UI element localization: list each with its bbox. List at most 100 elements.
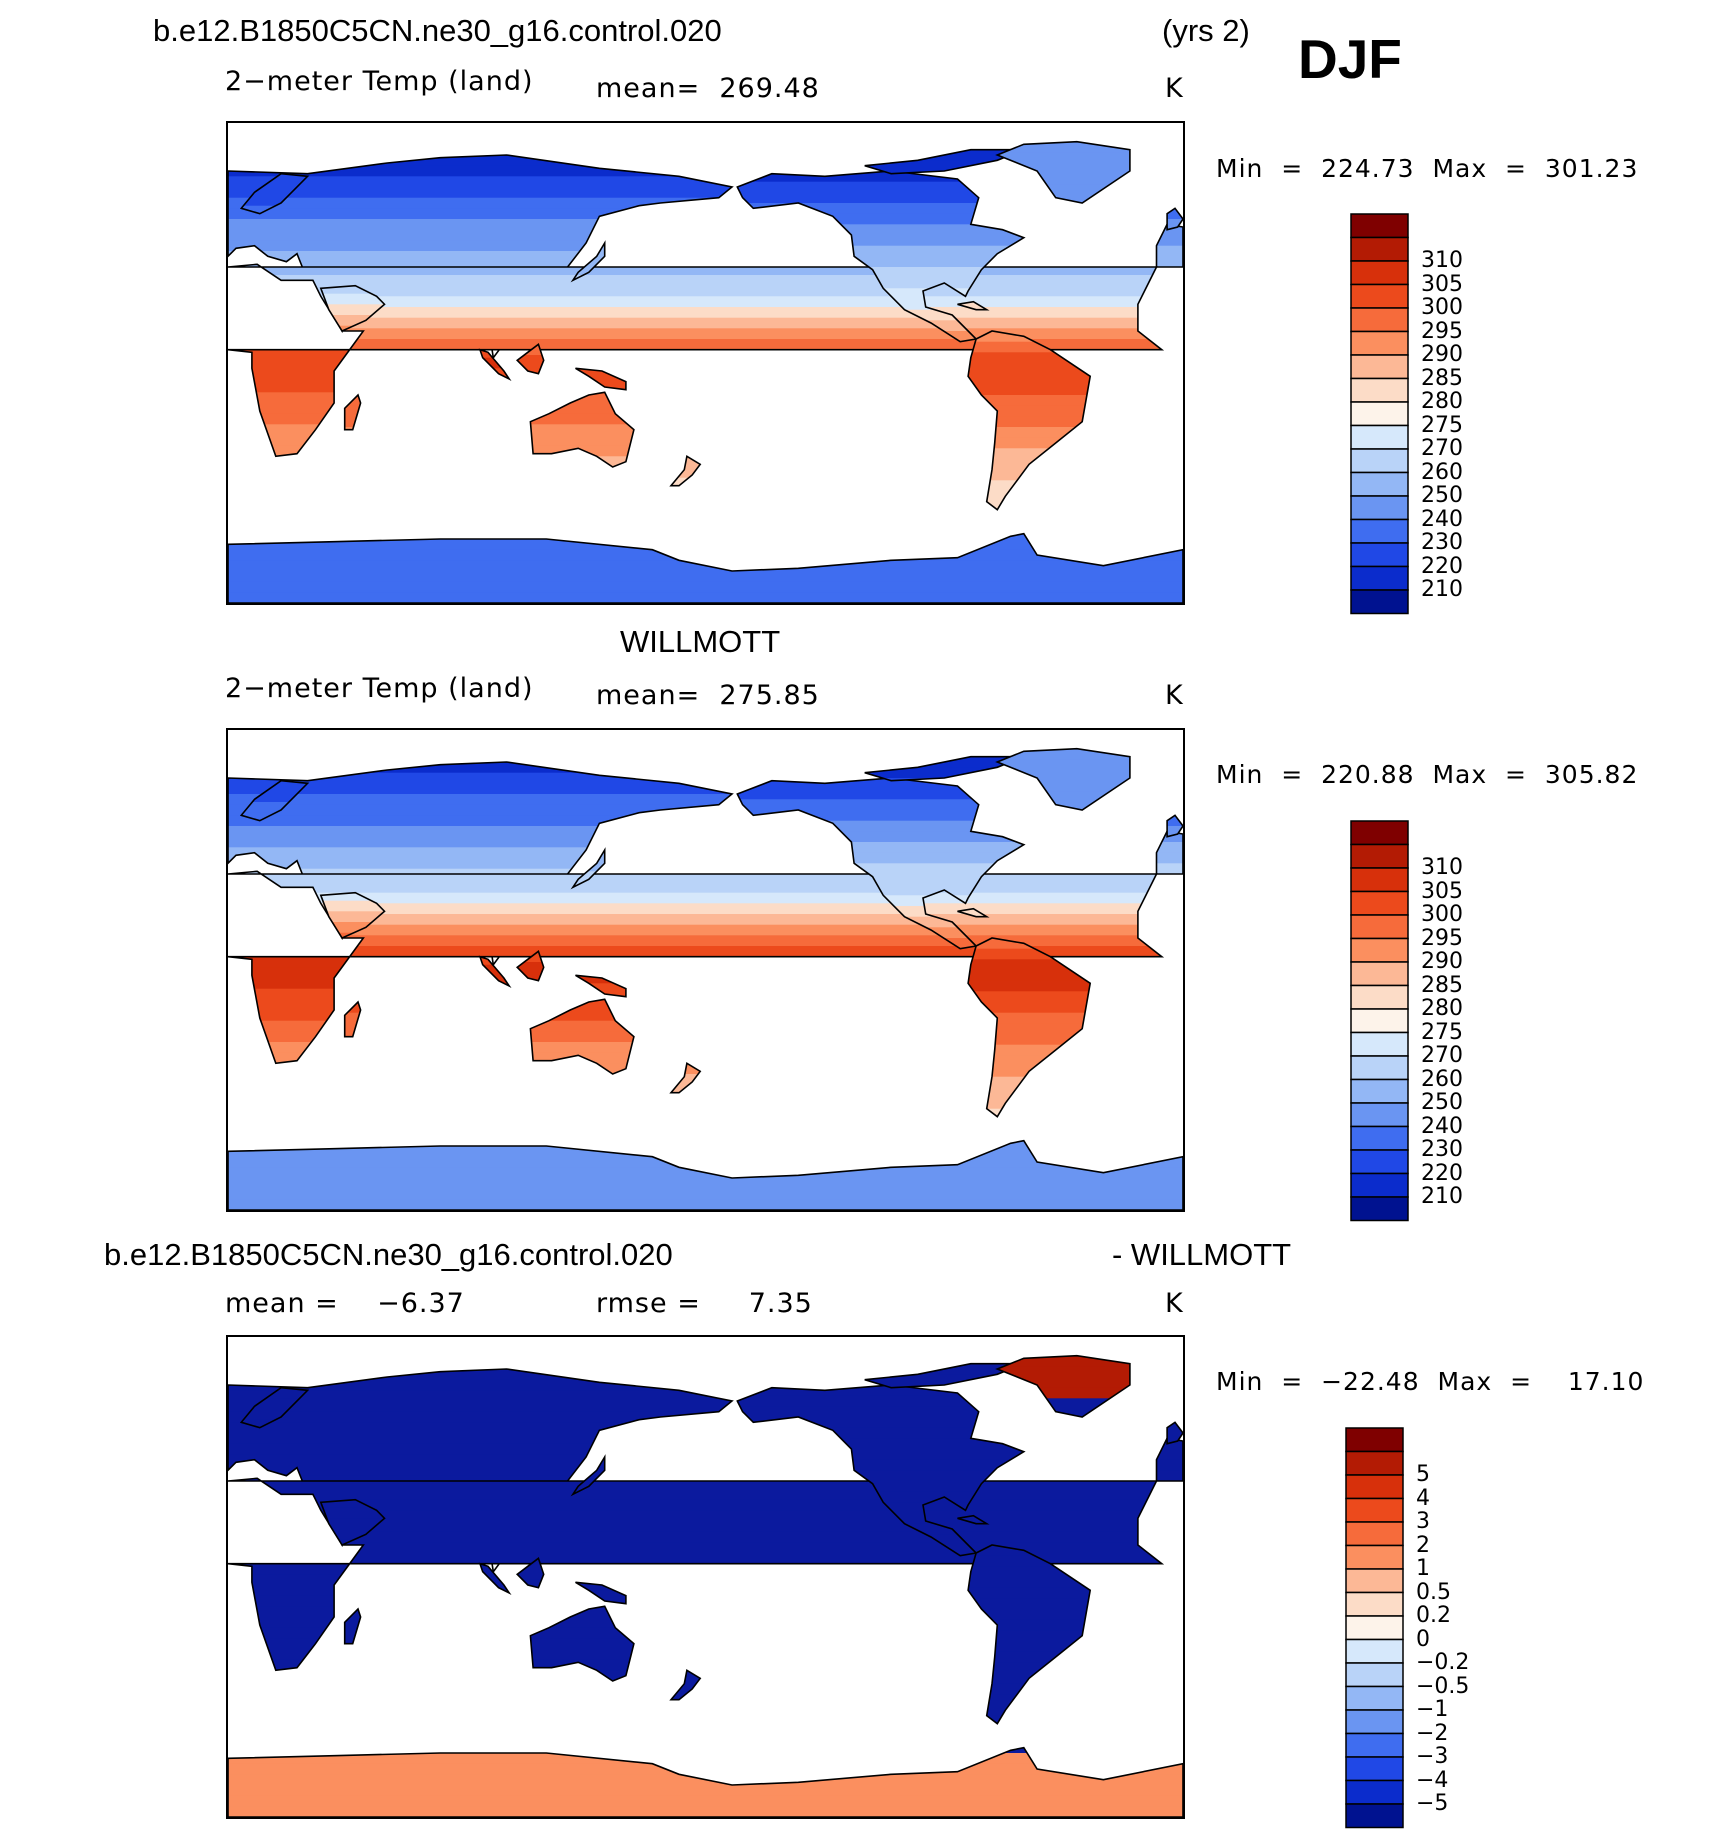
temperature-band xyxy=(228,935,1162,947)
colorbar-tick-label: 295 xyxy=(1421,925,1463,951)
temperature-band xyxy=(1156,235,1183,247)
land-antarctica xyxy=(228,533,1183,603)
temperature-band xyxy=(228,275,1162,287)
temperature-band xyxy=(957,1515,987,1524)
temperature-band xyxy=(968,1694,1091,1706)
temperature-band xyxy=(737,1438,1024,1450)
temperature-band xyxy=(228,155,732,167)
temperature-band xyxy=(968,980,1091,993)
temperature-band xyxy=(737,224,1024,236)
coastline-japan xyxy=(570,240,606,283)
temperature-band xyxy=(957,301,987,310)
colorbar-swatch xyxy=(1350,1055,1409,1081)
colorbar-swatch xyxy=(1350,984,1409,1010)
temperature-band xyxy=(968,1087,1091,1099)
temperature-band xyxy=(1167,208,1183,220)
colorbar-swatch xyxy=(1345,1427,1404,1453)
coastline-antarctica xyxy=(228,1139,1183,1210)
temperature-band xyxy=(997,1398,1130,1410)
land-samerica xyxy=(228,331,1183,524)
temperature-band xyxy=(228,783,732,795)
coastline-samerica xyxy=(967,330,1092,511)
temperature-band xyxy=(228,176,732,188)
colorbar-swatch xyxy=(1350,213,1409,239)
temperature-band xyxy=(228,815,732,827)
coastline-newguinea xyxy=(575,367,627,391)
colorbar-tick-label: −2 xyxy=(1416,1720,1449,1746)
temperature-band xyxy=(228,1074,1183,1086)
temperature-band xyxy=(228,1732,1183,1744)
temperature-band xyxy=(737,245,1024,258)
panel1-case-title: b.e12.B1850C5CN.ne30_g16.control.020 xyxy=(153,13,722,48)
temperature-band xyxy=(968,480,1091,492)
temperature-band xyxy=(997,1355,1130,1368)
temperature-band xyxy=(997,780,1130,793)
temperature-band xyxy=(228,512,1183,524)
temperature-band xyxy=(241,173,308,186)
temperature-band xyxy=(228,478,1183,490)
colorbar-tick-label: 260 xyxy=(1421,459,1463,485)
colorbar-tick-label: 280 xyxy=(1421,389,1463,414)
temperature-band xyxy=(737,171,1024,183)
temperature-band xyxy=(344,405,361,418)
temperature-band xyxy=(997,141,1130,143)
colorbar-swatch xyxy=(1350,236,1409,262)
coastline-cuba xyxy=(957,907,990,918)
temperature-band xyxy=(575,368,626,378)
coastline-arabia_fix xyxy=(319,1498,386,1547)
temperature-band xyxy=(1156,863,1183,874)
temperature-band xyxy=(228,1379,732,1392)
colorbar-swatch xyxy=(1350,1125,1409,1151)
temperature-band xyxy=(1156,831,1183,843)
coastline-sumatra xyxy=(478,348,512,382)
temperature-band xyxy=(968,959,1091,971)
temperature-band xyxy=(228,772,732,785)
temperature-band xyxy=(957,908,987,917)
temperature-band xyxy=(575,983,626,995)
temperature-band xyxy=(228,1140,1183,1147)
temperature-band xyxy=(228,1188,1183,1201)
temperature-band xyxy=(228,251,732,263)
temperature-band xyxy=(1156,256,1183,267)
colorbar-swatch xyxy=(1345,1450,1404,1476)
colorbar-tick-label: −4 xyxy=(1416,1767,1449,1793)
coastline-japan xyxy=(570,847,606,890)
coastline-cuba xyxy=(957,300,990,311)
temperature-band xyxy=(997,163,1130,175)
temperature-band xyxy=(228,197,732,210)
coastline-australia xyxy=(529,998,635,1075)
panel1-variable-label: 2−meter Temp (land) xyxy=(225,66,534,97)
panel1-years-label: (yrs 2) xyxy=(1162,13,1250,48)
coastline-namerica xyxy=(736,1384,1026,1557)
panel3-minmax-label: Min = −22.48 Max = 17.10 xyxy=(1216,1367,1645,1396)
colorbar-tick-label: 270 xyxy=(1421,1043,1463,1068)
temperature-band xyxy=(228,1178,1183,1190)
temperature-band xyxy=(968,459,1091,471)
panel2-unit-label: K xyxy=(1165,680,1184,711)
coastline-greenland xyxy=(995,1354,1131,1418)
temperature-band xyxy=(572,1478,605,1490)
coastline-britain xyxy=(1166,207,1183,231)
temperature-band xyxy=(864,1374,1024,1386)
coastline-scand xyxy=(239,1386,310,1429)
temperature-band xyxy=(968,991,1091,1003)
temperature-band xyxy=(228,858,732,870)
coastline-japan xyxy=(570,1454,606,1497)
land-samerica xyxy=(968,1545,1091,1724)
temperature-band xyxy=(228,1119,1183,1131)
temperature-band xyxy=(737,267,1024,279)
temperature-band xyxy=(737,874,1024,886)
temperature-band xyxy=(968,1705,1091,1717)
temperature-band xyxy=(968,448,1091,460)
temperature-band xyxy=(968,970,1091,982)
temperature-band xyxy=(228,296,1162,308)
temperature-band xyxy=(968,1587,1091,1600)
temperature-band xyxy=(968,1619,1091,1632)
temperature-band xyxy=(968,1609,1091,1621)
temperature-band xyxy=(517,355,544,367)
temperature-band xyxy=(737,1395,1024,1408)
temperature-band xyxy=(737,1470,1024,1482)
temperature-band xyxy=(241,802,308,814)
colorbar-swatch xyxy=(1345,1803,1404,1829)
colorbar-tick-label: 230 xyxy=(1421,1137,1463,1162)
